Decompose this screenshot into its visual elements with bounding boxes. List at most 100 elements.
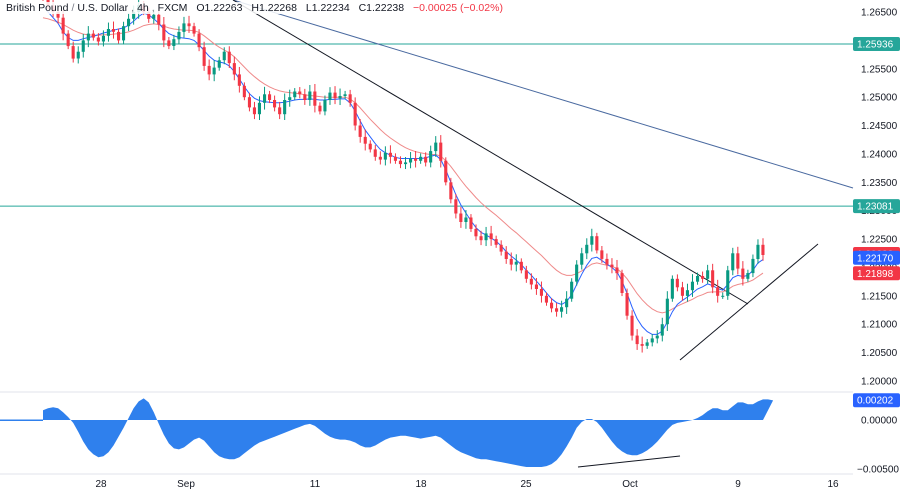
candle-down	[555, 308, 559, 312]
candle-down	[550, 302, 554, 309]
candle-up	[338, 96, 342, 99]
candle-up	[731, 253, 735, 271]
candle-down	[353, 102, 357, 126]
price-tick-label: 1.22500	[861, 235, 898, 246]
oscillator-tag[interactable]	[853, 393, 900, 408]
candle-down	[454, 199, 458, 214]
candle-down	[378, 156, 382, 160]
date-tick-label: 25	[520, 479, 532, 490]
candle-down	[630, 315, 634, 336]
price-tick-label: 1.24000	[861, 149, 898, 160]
level-tag-lower[interactable]	[853, 199, 900, 214]
candle-up	[645, 342, 649, 346]
candle-up	[690, 281, 694, 291]
candle-down	[363, 136, 367, 144]
candle-up	[484, 233, 488, 241]
candle-down	[147, 12, 151, 19]
ma-slow-tag[interactable]	[853, 266, 900, 281]
date-tick-label: Oct	[622, 479, 638, 490]
level-tag-upper[interactable]	[853, 37, 900, 51]
candle-up	[560, 307, 564, 312]
candle-down	[192, 26, 196, 34]
candle-down	[313, 91, 317, 106]
date-tick-label: Sep	[177, 479, 195, 490]
candle-down	[207, 65, 211, 75]
candle-down	[494, 239, 498, 245]
candle-up	[665, 298, 669, 325]
candle-down	[539, 289, 543, 296]
oscillator-area	[43, 398, 774, 467]
ohlc-close: C1.22238	[358, 2, 405, 14]
candle-down	[232, 63, 236, 75]
quote-name[interactable]: U.S. Dollar	[77, 2, 129, 14]
oscillator-divergence-line[interactable]	[577, 455, 681, 468]
candle-up	[721, 295, 725, 297]
candle-up	[726, 270, 730, 296]
candle-down	[489, 233, 493, 240]
candle-down	[620, 273, 624, 293]
candle-down	[333, 92, 337, 99]
date-tick-label: 18	[415, 479, 427, 490]
candle-down	[701, 276, 705, 279]
candle-up	[660, 324, 664, 336]
candle-up	[127, 18, 131, 27]
descending-trendline[interactable]	[232, 0, 749, 305]
osc-tick-label: −0.00500	[857, 465, 899, 476]
ascending-trendline[interactable]	[679, 243, 819, 361]
candle-up	[328, 92, 332, 100]
candle-up	[177, 31, 181, 40]
descending-channel-line[interactable]	[232, 0, 854, 189]
candle-up	[670, 278, 674, 299]
candle-down	[202, 47, 206, 66]
candle-up	[101, 35, 105, 42]
candle-down	[278, 107, 282, 115]
candle-down	[449, 182, 453, 200]
date-tick-label: 9	[735, 479, 741, 490]
candle-up	[263, 94, 267, 103]
candle-up	[212, 67, 216, 75]
candle-up	[650, 338, 654, 343]
candle-down	[439, 142, 443, 161]
candle-down	[393, 156, 397, 161]
date-tick-label: 16	[827, 479, 839, 490]
candle-up	[429, 151, 433, 163]
candle-down	[273, 100, 277, 108]
candle-up	[122, 26, 126, 41]
candle-up	[343, 94, 347, 96]
candle-up	[419, 156, 423, 161]
candle-up	[106, 29, 110, 36]
candle-up	[172, 39, 176, 46]
candle-down	[499, 244, 503, 252]
oscillator-tag-text: 0.00202	[857, 396, 894, 407]
candle-down	[298, 91, 302, 95]
candle-up	[575, 264, 579, 282]
candle-down	[615, 267, 619, 274]
candle-down	[56, 12, 60, 18]
level-tag-lower-text: 1.23081	[857, 202, 894, 213]
ma-fast-tag[interactable]	[853, 250, 900, 265]
candle-down	[373, 149, 377, 157]
candle-down	[474, 228, 478, 237]
candle-up	[86, 33, 90, 41]
candle-down	[675, 278, 679, 288]
candle-up	[751, 258, 755, 274]
candle-down	[509, 258, 513, 265]
candle-down	[237, 74, 241, 86]
candle-down	[444, 160, 448, 183]
candle-up	[746, 273, 750, 279]
candle-down	[187, 23, 191, 27]
candle-down	[424, 156, 428, 163]
candle-down	[761, 244, 765, 255]
candle-down	[469, 217, 473, 229]
candle-down	[534, 284, 538, 289]
candle-up	[81, 40, 85, 52]
price-tick-label: 1.20500	[861, 348, 898, 359]
candle-down	[197, 33, 201, 48]
interval-label[interactable]: 4h	[137, 2, 149, 14]
symbol-name[interactable]: British Pound	[6, 2, 69, 14]
candle-down	[398, 160, 402, 165]
candle-up	[570, 281, 574, 299]
candle-up	[288, 97, 292, 100]
